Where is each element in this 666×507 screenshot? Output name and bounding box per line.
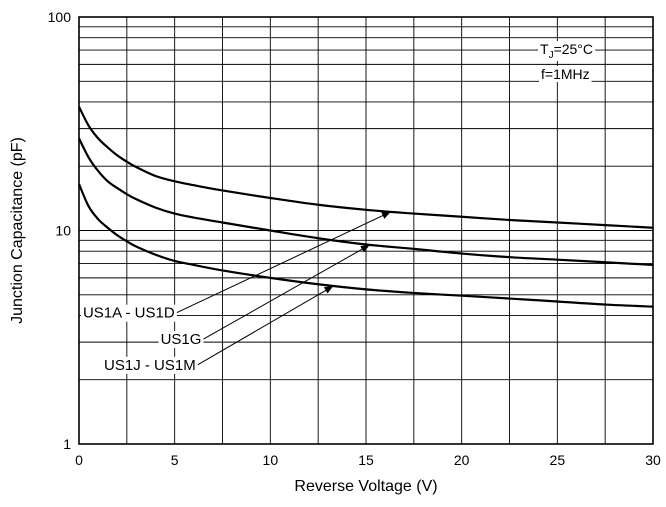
- annotation-junction-temp: TJ=25°C: [540, 41, 593, 61]
- plot-frame: [78, 16, 654, 445]
- x-tick-label: 10: [263, 452, 279, 468]
- x-tick-label: 15: [358, 452, 374, 468]
- annotation-bg-temp: [538, 41, 596, 61]
- label-pointer-arrow: [203, 244, 371, 340]
- annotation-frequency: f=1MHz: [541, 66, 590, 82]
- y-axis-title: Junction Capacitance (pF): [9, 137, 26, 324]
- curve-label-bg: [158, 331, 204, 349]
- x-tick-label: 30: [645, 452, 661, 468]
- curve-label-bg: [102, 356, 198, 374]
- curve-label-us1j-us1m: US1J - US1M: [104, 357, 196, 374]
- curves: [77, 106, 654, 308]
- x-tick-labels: 0 5 10 15 20 25 30: [75, 452, 661, 468]
- curve-us1g: [78, 137, 654, 267]
- curve-label-bg: [80, 304, 177, 322]
- y-tick-labels: 1 10 100: [48, 9, 72, 452]
- curve-us1a-us1d: [78, 106, 654, 229]
- y-tick-label: 1: [63, 436, 71, 452]
- annotation-tj-subscript: J: [549, 50, 554, 61]
- curve-label-us1a-us1d: US1A - US1D: [83, 305, 175, 322]
- y-tick-label: 10: [55, 223, 71, 239]
- curve-label-us1g: US1G: [161, 331, 202, 348]
- label-pointer-arrow: [197, 285, 334, 366]
- annotation-tj-suffix: =25°C: [554, 41, 593, 57]
- label-pointer-arrow: [176, 211, 392, 314]
- annotation-bg-freq: [539, 66, 592, 82]
- label-pointers: [176, 211, 392, 366]
- curve-us1j-us1m: [77, 183, 654, 308]
- annotation-tj-prefix: T: [540, 41, 549, 57]
- y-tick-label: 100: [48, 9, 72, 25]
- x-tick-label: 25: [550, 452, 566, 468]
- x-tick-label: 0: [75, 452, 83, 468]
- x-tick-label: 5: [171, 452, 179, 468]
- x-tick-label: 20: [454, 452, 470, 468]
- x-axis-title: Reverse Voltage (V): [294, 478, 437, 495]
